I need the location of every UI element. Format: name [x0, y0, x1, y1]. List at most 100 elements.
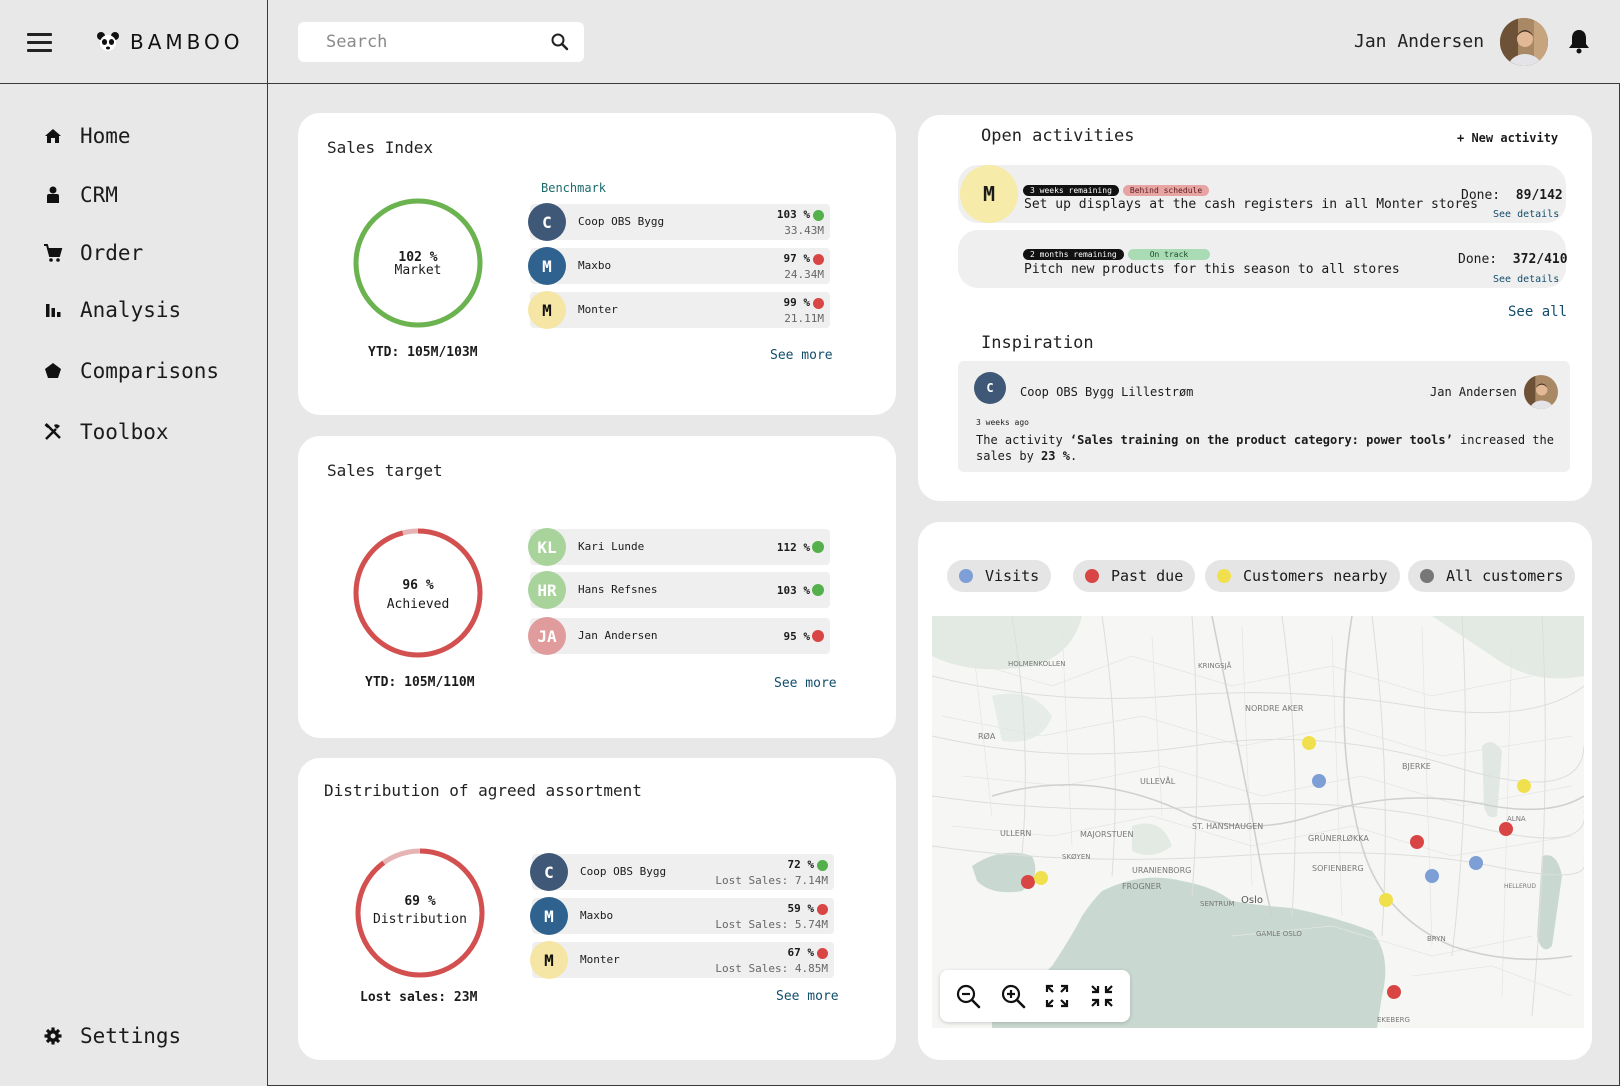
lost-sales: Lost Sales: 5.74M [715, 918, 828, 931]
map-label: Oslo [1241, 895, 1263, 906]
filter-past-due[interactable]: Past due [1073, 560, 1196, 592]
zoom-out-icon[interactable] [954, 982, 982, 1010]
ytd-value: YTD: 105M/103M [368, 345, 478, 360]
map-canvas[interactable]: HOLMENKOLLEN KRINGSJÅ NORDRE AKER RØA UL… [932, 616, 1584, 1028]
search-box[interactable] [298, 22, 584, 62]
done-label: Done: [1461, 188, 1501, 203]
new-activity-button[interactable]: + New activity [1457, 131, 1559, 145]
sidebar-item-comparisons[interactable]: Comparisons [42, 359, 219, 383]
map-label: ULLERN [1000, 829, 1031, 838]
zoom-in-icon[interactable] [999, 982, 1027, 1010]
map-marker-nearby [1379, 893, 1393, 907]
ring-label: 69 % Distribution [353, 894, 487, 927]
table-row[interactable]: M Maxbo 97 % 24.34M [528, 247, 830, 285]
map-label: ULLEVÅL [1140, 775, 1176, 786]
inspiration-text: The activity ‘Sales training on the prod… [976, 432, 1556, 464]
sidebar-item-settings[interactable]: Settings [42, 1024, 181, 1048]
table-row[interactable]: M Monter 99 % 21.11M [528, 291, 830, 329]
legend-dot [1085, 569, 1099, 583]
map-label: HOLMENKOLLEN [1008, 660, 1066, 668]
see-all-link[interactable]: See all [1508, 304, 1568, 320]
map-marker-pastdue [1021, 875, 1035, 889]
see-more-link[interactable]: See more [770, 348, 833, 363]
map-marker-pastdue [1410, 835, 1424, 849]
map-label: ALNA [1507, 815, 1526, 823]
avatar: M [528, 291, 566, 329]
filter-visits[interactable]: Visits [947, 560, 1052, 592]
map-marker-nearby [1034, 871, 1048, 885]
percent-value: 112 % [776, 541, 810, 554]
collapse-icon[interactable] [1088, 982, 1116, 1010]
legend-dot [1217, 569, 1231, 583]
map-label: GAMLE OSLO [1256, 930, 1302, 938]
ring-caption: Market [394, 263, 442, 278]
status-dot [812, 630, 824, 642]
user-avatar[interactable] [1500, 18, 1548, 66]
map-label: HELLERUD [1504, 883, 1536, 890]
home-icon [45, 129, 61, 143]
pentagon-icon [45, 363, 61, 378]
inspiration-title: Inspiration [981, 333, 1094, 353]
company-name: Coop OBS Bygg Lillestrøm [1020, 385, 1194, 399]
map-label: SKØYEN [1062, 853, 1090, 861]
status-dot [817, 948, 828, 959]
sidebar-item-order[interactable]: Order [42, 241, 143, 265]
time-badge: 3 weeks remaining [1023, 185, 1119, 196]
sidebar-item-crm[interactable]: CRM [42, 183, 118, 207]
map-marker-nearby [1302, 736, 1316, 750]
status-badge: Behind schedule [1122, 185, 1210, 196]
status-dot [817, 860, 828, 871]
ring-value: 96 % [402, 578, 434, 593]
inspiration-item[interactable] [958, 361, 1570, 472]
menu-icon[interactable] [27, 33, 52, 52]
map-label: SOFIENBERG [1312, 864, 1364, 873]
sidebar-item-home[interactable]: Home [42, 124, 131, 148]
filter-label: Visits [985, 567, 1040, 585]
lost-sales-value: Lost sales: 23M [360, 990, 478, 1005]
see-details-link[interactable]: See details [1493, 274, 1560, 285]
author-name: Jan Andersen [1430, 385, 1517, 399]
lost-sales: Lost Sales: 4.85M [715, 962, 828, 975]
sub-value: 21.11M [784, 312, 824, 325]
map-labels: HOLMENKOLLEN KRINGSJÅ NORDRE AKER RØA UL… [978, 660, 1536, 1024]
timestamp: 3 weeks ago [976, 418, 1029, 427]
card-title: Sales target [327, 461, 443, 480]
customer-name: Maxbo [578, 259, 612, 272]
bell-icon[interactable] [1567, 28, 1591, 54]
map[interactable]: HOLMENKOLLEN KRINGSJÅ NORDRE AKER RØA UL… [932, 616, 1584, 1028]
percent-value: 99 % [783, 296, 811, 309]
map-label: ST. HANSHAUGEN [1192, 822, 1263, 831]
sidebar-item-toolbox[interactable]: Toolbox [42, 420, 169, 444]
expand-icon[interactable] [1043, 982, 1071, 1010]
table-row[interactable]: M Maxbo 59 % Lost Sales: 5.74M [530, 897, 834, 935]
table-row[interactable]: M Monter 67 % Lost Sales: 4.85M [530, 941, 834, 979]
see-more-link[interactable]: See more [776, 989, 839, 1004]
search-input[interactable] [298, 22, 528, 62]
table-row[interactable]: JA Jan Andersen 95 % [528, 617, 830, 655]
filter-customers-nearby[interactable]: Customers nearby [1205, 560, 1400, 592]
person-name: Hans Refsnes [578, 583, 658, 596]
table-row[interactable]: HR Hans Refsnes 103 % [528, 571, 830, 609]
see-more-link[interactable]: See more [774, 676, 837, 691]
search-icon[interactable] [550, 32, 570, 52]
sidebar-item-label: CRM [80, 183, 118, 207]
ring-value: 102 % [398, 250, 438, 265]
percent-value: 103 % [776, 208, 810, 221]
filter-all-customers[interactable]: All customers [1408, 560, 1576, 592]
sidebar-item-label: Analysis [80, 298, 182, 322]
table-row[interactable]: C Coop OBS Bygg 72 % Lost Sales: 7.14M [530, 853, 834, 891]
logo[interactable]: BAMBOO [96, 30, 244, 54]
person-name: Jan Andersen [578, 629, 658, 642]
map-marker-visit [1469, 856, 1483, 870]
sidebar-item-analysis[interactable]: Analysis [42, 298, 181, 322]
ring-label: 102 % Market [351, 250, 485, 278]
filter-label: Past due [1111, 567, 1184, 585]
table-row[interactable]: KL Kari Lunde 112 % [528, 528, 830, 566]
see-details-link[interactable]: See details [1493, 209, 1560, 220]
map-label: MAJORSTUEN [1080, 830, 1133, 839]
text-part: . [1069, 449, 1078, 463]
filter-label: Customers nearby [1243, 567, 1388, 585]
user-name[interactable]: Jan Andersen [1354, 31, 1485, 52]
text-part: The activity [976, 433, 1070, 447]
table-row[interactable]: C Coop OBS Bygg 103 % 33.43M [528, 203, 830, 241]
